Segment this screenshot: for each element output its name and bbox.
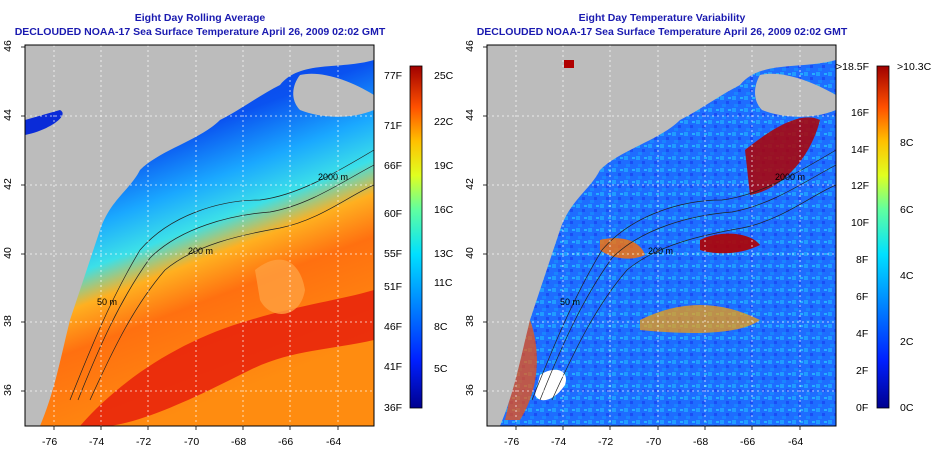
right-xtick: -70 <box>646 436 662 448</box>
right-contour-label-200: 200 m <box>648 246 674 256</box>
left-colorbar-c-label: 19C <box>434 160 454 172</box>
left-xtick: -74 <box>89 436 105 448</box>
left-colorbar-f-label: 77F <box>384 70 403 82</box>
right-colorbar-f-label: 6F <box>856 291 869 303</box>
right-title-line1: Eight Day Temperature Variability <box>578 12 746 24</box>
right-ytick: 42 <box>464 178 476 190</box>
left-grid <box>25 45 374 426</box>
left-xtick: -64 <box>326 436 342 448</box>
right-colorbar-f-label: >18.5F <box>836 61 869 73</box>
left-xtick: -76 <box>42 436 58 448</box>
left-colorbar-c-label: 13C <box>434 248 454 260</box>
axis-ticks <box>21 46 801 430</box>
left-colorbar-c-label: 8C <box>434 321 448 333</box>
right-xtick: -68 <box>693 436 709 448</box>
left-colorbar-f-label: 36F <box>384 402 403 414</box>
right-xtick: -74 <box>551 436 567 448</box>
left-ytick: 46 <box>2 40 14 52</box>
right-colorbar-c-label: 2C <box>900 336 914 348</box>
left-ytick: 38 <box>2 315 14 327</box>
right-colorbar-c-label: 6C <box>900 204 914 216</box>
right-ytick: 38 <box>464 315 476 327</box>
left-contour-label-50: 50 m <box>97 297 118 307</box>
right-grid <box>487 45 836 426</box>
right-ytick: 36 <box>464 384 476 396</box>
left-colorbar-f-label: 66F <box>384 160 403 172</box>
left-colorbar-c-label: 22C <box>434 116 454 128</box>
right-contour-label-2000: 2000 m <box>775 172 806 182</box>
right-colorbar-c-label: 0C <box>900 402 914 414</box>
right-colorbar-f-label: 10F <box>851 217 870 229</box>
right-ytick: 40 <box>464 247 476 259</box>
left-contour-label-200: 200 m <box>188 246 214 256</box>
right-colorbar-f-label: 14F <box>851 144 870 156</box>
right-map <box>487 45 836 426</box>
right-colorbar-f-label: 0F <box>856 402 869 414</box>
right-contour-label-50: 50 m <box>560 297 581 307</box>
left-title-line1: Eight Day Rolling Average <box>134 12 266 24</box>
left-ytick: 44 <box>2 109 14 121</box>
right-xtick: -64 <box>788 436 804 448</box>
right-xtick: -72 <box>598 436 614 448</box>
right-xtick: -66 <box>740 436 756 448</box>
left-contour-label-2000: 2000 m <box>318 172 349 182</box>
left-bathymetry-contours <box>69 149 374 401</box>
left-colorbar-f-label: 60F <box>384 208 403 220</box>
left-colorbar-c-label: 5C <box>434 363 448 375</box>
right-ytick: 44 <box>464 109 476 121</box>
left-xtick: -66 <box>278 436 294 448</box>
right-bathymetry-contours <box>531 149 836 401</box>
right-title-line2: DECLOUDED NOAA-17 Sea Surface Temperatur… <box>476 26 848 38</box>
right-ytick: 46 <box>464 40 476 52</box>
left-colorbar-f-label: 71F <box>384 120 403 132</box>
right-xtick: -76 <box>504 436 520 448</box>
right-colorbar-c-label: >10.3C <box>897 61 932 73</box>
left-xtick: -68 <box>231 436 247 448</box>
left-colorbar-c-label: 25C <box>434 70 454 82</box>
left-ytick: 42 <box>2 178 14 190</box>
left-colorbar-f-label: 41F <box>384 361 403 373</box>
left-colorbar-f-label: 51F <box>384 281 403 293</box>
left-ytick: 40 <box>2 247 14 259</box>
left-ytick: 36 <box>2 384 14 396</box>
left-xtick: -70 <box>184 436 200 448</box>
left-colorbar <box>409 65 423 409</box>
right-colorbar <box>876 65 890 409</box>
right-colorbar-f-label: 2F <box>856 365 869 377</box>
right-map-frame <box>486 44 837 427</box>
left-colorbar-f-label: 55F <box>384 248 403 260</box>
left-colorbar-c-label: 11C <box>434 277 453 289</box>
right-colorbar-c-label: 8C <box>900 137 914 149</box>
left-title-line2: DECLOUDED NOAA-17 Sea Surface Temperatur… <box>14 26 386 38</box>
right-colorbar-f-label: 8F <box>856 254 869 266</box>
left-map-frame <box>24 44 375 427</box>
right-colorbar-f-label: 16F <box>851 107 870 119</box>
right-colorbar-f-label: 12F <box>851 180 870 192</box>
right-colorbar-c-label: 4C <box>900 270 914 282</box>
left-map <box>25 45 374 426</box>
left-xtick: -72 <box>136 436 152 448</box>
left-colorbar-c-label: 16C <box>434 204 454 216</box>
right-colorbar-f-label: 4F <box>856 328 869 340</box>
left-colorbar-f-label: 46F <box>384 321 403 333</box>
